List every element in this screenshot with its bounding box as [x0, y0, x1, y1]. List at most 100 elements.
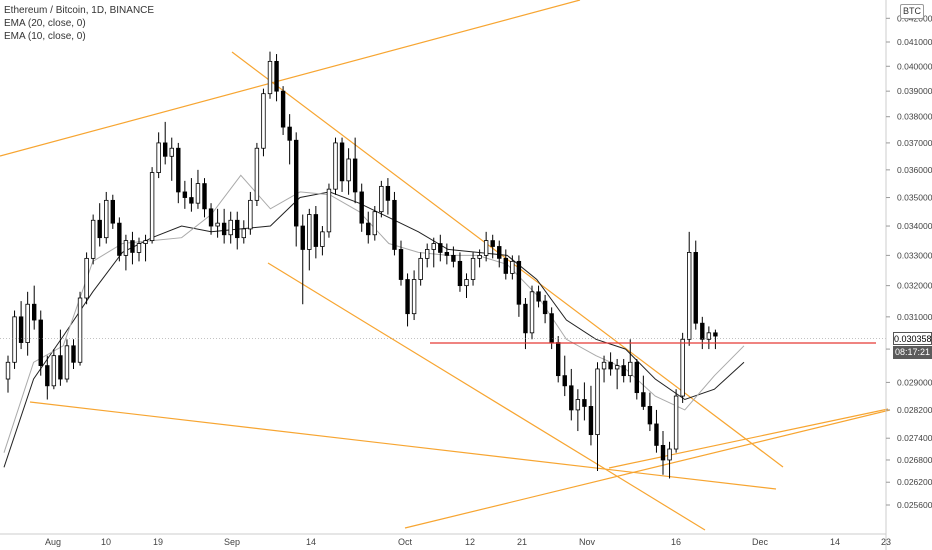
candle-body [202, 183, 207, 210]
candle-body [195, 183, 201, 204]
candle-body [215, 222, 220, 227]
candle-body [123, 240, 129, 256]
candle-body [130, 240, 135, 253]
price-tick-label: 0.04100000 [897, 37, 932, 47]
candle-body [510, 260, 515, 274]
time-tick-label: Sep [224, 537, 240, 547]
price-tick-label: 0.02560000 [897, 500, 932, 510]
candle-body [51, 355, 57, 387]
price-tick-label: 0.03600000 [897, 165, 932, 175]
candle-body [12, 316, 17, 363]
candle-body [424, 249, 430, 259]
candle-body [503, 257, 508, 274]
indicator-legend: Ethereum / Bitcoin, 1D, BINANCE EMA (20,… [4, 4, 154, 43]
time-tick-label: 23 [881, 537, 891, 547]
trendline [608, 408, 889, 469]
candle-body [641, 392, 646, 407]
candle-body [346, 158, 351, 182]
candle-body [680, 338, 685, 397]
candle-body [411, 279, 417, 315]
candle-body [104, 199, 109, 239]
candle-body [176, 147, 181, 193]
candle-body [621, 365, 626, 377]
candle-body [339, 142, 345, 182]
symbol-title[interactable]: Ethereum / Bitcoin, 1D, BINANCE [4, 5, 155, 16]
price-tick-label: 0.04000000 [897, 61, 932, 71]
price-tick-label: 0.02620000 [897, 477, 932, 487]
time-tick-label: Oct [398, 537, 413, 547]
candle-body [490, 240, 495, 247]
candle-body [64, 345, 70, 380]
candle-body [582, 399, 587, 407]
candle-body [601, 361, 607, 370]
time-tick-label: 10 [101, 537, 111, 547]
price-tick-label: 0.03300000 [897, 250, 932, 260]
candle-body [588, 406, 594, 436]
candle-body [385, 185, 391, 201]
candle-body [169, 147, 174, 157]
candle-body [634, 361, 639, 394]
candle-body [208, 208, 214, 227]
price-tick-label: 0.03800000 [897, 112, 932, 122]
candle-body [90, 219, 96, 259]
time-axis[interactable]: Aug 10 19 Sep 14 Oct 12 21 Nov 16 Dec 14 23 [45, 537, 891, 547]
trendline [0, 0, 581, 157]
candle-body [713, 332, 718, 337]
candle-body [156, 142, 161, 173]
candle-body [647, 406, 653, 425]
candle-body [326, 188, 332, 233]
time-tick-label: Dec [752, 537, 769, 547]
candle-body [687, 252, 692, 340]
currency-badge[interactable]: BTC [900, 4, 924, 19]
candle-body [77, 297, 83, 363]
trendlines [0, 0, 891, 531]
trendline [267, 262, 706, 531]
candle-body [438, 243, 443, 253]
candle-body [392, 199, 397, 250]
time-tick-label: 21 [517, 537, 527, 547]
candle-body [313, 214, 319, 247]
candle-body [261, 93, 266, 149]
time-tick-label: 14 [830, 537, 840, 547]
candle-body [32, 303, 37, 321]
candle-body [366, 222, 371, 236]
candle-body [516, 260, 522, 305]
candle-body [307, 214, 312, 250]
time-tick-label: 16 [671, 537, 681, 547]
ema10-legend[interactable]: EMA (10, close, 0) [4, 31, 86, 42]
time-tick-label: 14 [306, 537, 316, 547]
candle-body [38, 319, 43, 367]
candle-body [280, 90, 286, 128]
candle-body [372, 211, 377, 236]
candle-body [523, 303, 528, 334]
time-tick-label: 12 [465, 537, 475, 547]
price-axis[interactable]: 0.02560000 0.02620000 0.02680000 0.02740000… [886, 13, 932, 510]
candle-body [97, 219, 102, 239]
candle-body [189, 197, 194, 204]
candle-body [287, 126, 292, 141]
price-tick-label: 0.03700000 [897, 138, 932, 148]
candle-body [379, 185, 384, 213]
candle-body [143, 240, 148, 244]
candles [5, 51, 718, 479]
candle-body [556, 342, 561, 377]
candle-body [483, 240, 489, 256]
price-tick-label: 0.02900000 [897, 377, 932, 387]
price-tick-label: 0.03400000 [897, 221, 932, 231]
candle-body [477, 254, 482, 259]
candle-body [18, 316, 24, 343]
price-tick-label: 0.03100000 [897, 312, 932, 322]
candle-body [5, 361, 11, 380]
candle-body [110, 199, 115, 224]
ema20-legend[interactable]: EMA (20, close, 0) [4, 18, 86, 29]
trendline [29, 401, 777, 490]
candle-body [569, 385, 574, 411]
candle-body [608, 361, 613, 370]
candle-body [660, 445, 666, 461]
candle-body [300, 225, 305, 250]
time-tick-label: Nov [579, 537, 596, 547]
candle-body [470, 257, 476, 280]
candle-body [352, 158, 358, 193]
candle-body [444, 252, 450, 256]
